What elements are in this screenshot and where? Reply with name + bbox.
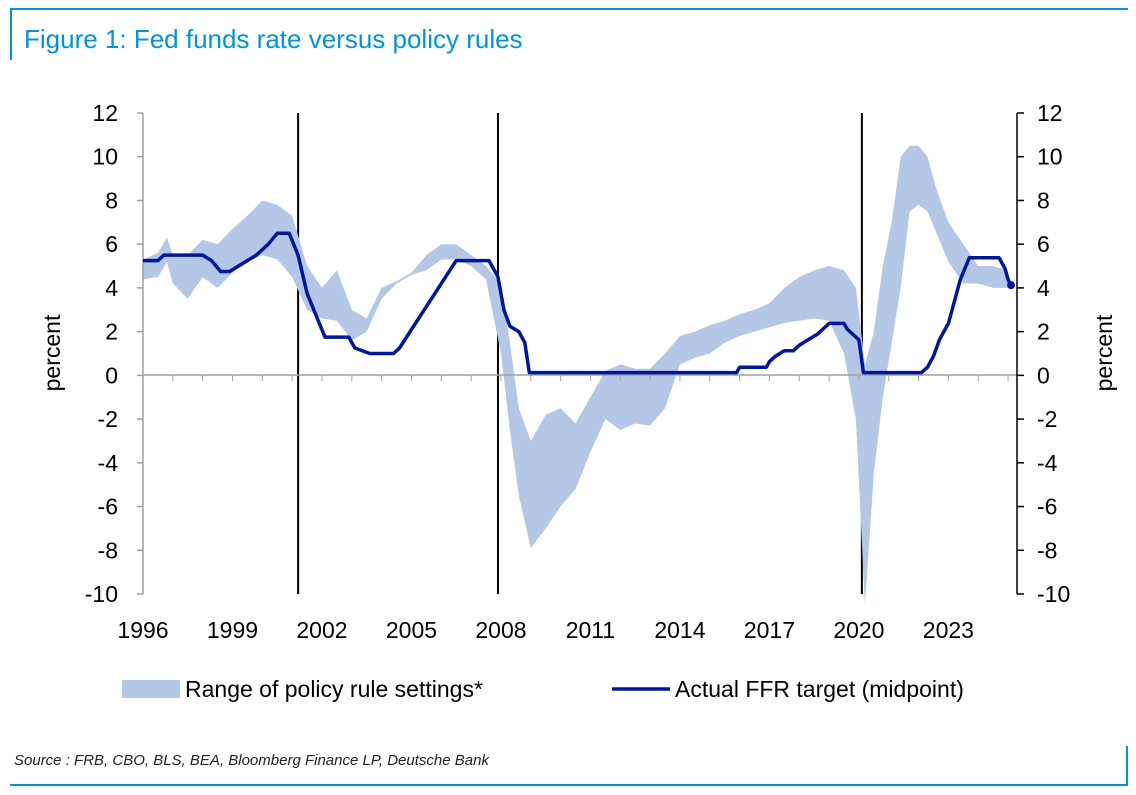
y-tick-label-left: 4: [105, 275, 118, 301]
y-tick-label-right: 2: [1037, 319, 1050, 345]
y-tick-label-right: -4: [1037, 450, 1058, 476]
x-tick-marks: [142, 375, 1009, 381]
y-tick-label-left: 6: [105, 231, 118, 257]
y-tick-marks: [137, 112, 1024, 595]
y-tick-label-left: -10: [85, 581, 118, 607]
y-tick-label-right: 12: [1037, 100, 1063, 126]
y-tick-label-left: 10: [92, 144, 118, 170]
y-tick-label-right: -10: [1037, 581, 1070, 607]
y-tick-label-right: 4: [1037, 275, 1050, 301]
top-rule: [10, 8, 1128, 10]
x-tick-label: 2002: [296, 617, 347, 643]
x-tick-label: 2020: [833, 617, 884, 643]
x-tick-label: 2011: [566, 617, 615, 643]
y-tick-label-right: 10: [1037, 144, 1063, 170]
x-tick-label: 2023: [923, 617, 974, 643]
y-tick-label-left: -2: [98, 406, 118, 432]
policy-rule-range-band: [143, 145, 1009, 605]
y-tick-label-right: -8: [1037, 537, 1057, 563]
x-tick-label: 1999: [207, 617, 258, 643]
source-note: Source : FRB, CBO, BLS, BEA, Bloomberg F…: [14, 752, 489, 769]
legend-band-label: Range of policy rule settings*: [185, 676, 483, 702]
y-tick-label-left: 8: [105, 187, 118, 213]
y-tick-labels-right: 12 10 8 6 4 2 0 -2 -4 -6 -8 -10: [1037, 100, 1070, 607]
x-tick-label: 2008: [475, 617, 526, 643]
y-tick-label-left: 0: [105, 362, 118, 388]
y-tick-label-left: 2: [105, 319, 118, 345]
x-tick-labels: 1996 1999 2002 2005 2008 2011 2014 2017 2020 2023: [117, 617, 974, 643]
x-tick-label: 2005: [386, 617, 437, 643]
y-tick-labels-left: 12 10 8 6 4 2 0 -2 -4 -6 -8 -10: [85, 100, 118, 607]
bottom-rule: [10, 784, 1128, 786]
left-accent-bar: [10, 8, 12, 60]
x-tick-label: 1996: [117, 617, 168, 643]
y-tick-label-right: 8: [1037, 187, 1050, 213]
x-tick-label: 2017: [744, 617, 795, 643]
y-axis-label-left: percent: [39, 314, 65, 391]
y-tick-label-left: 12: [92, 100, 118, 126]
y-tick-label-right: 0: [1037, 362, 1050, 388]
legend-line-label: Actual FFR target (midpoint): [675, 676, 964, 702]
y-tick-label-left: -4: [98, 450, 119, 476]
y-tick-label-right: -6: [1037, 494, 1057, 520]
ffr-end-marker: [1007, 281, 1016, 290]
y-tick-label-left: -6: [98, 494, 118, 520]
legend-band-swatch: [122, 680, 180, 698]
y-tick-label-right: 6: [1037, 231, 1050, 257]
y-axis-label-right: percent: [1091, 314, 1117, 391]
y-tick-label-left: -8: [98, 537, 118, 563]
actual-ffr-line: [143, 231, 1013, 375]
y-tick-label-right: -2: [1037, 406, 1057, 432]
right-accent-bar: [1126, 746, 1128, 786]
figure-title: Figure 1: Fed funds rate versus policy r…: [24, 24, 523, 54]
x-tick-label: 2014: [654, 617, 705, 643]
